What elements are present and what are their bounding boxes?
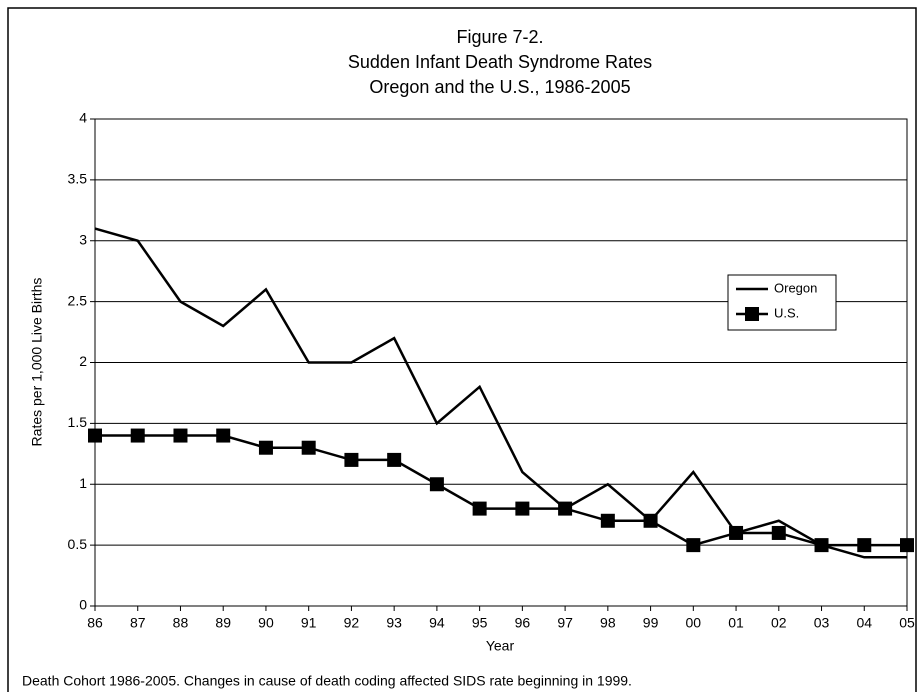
marker xyxy=(900,538,914,553)
marker xyxy=(558,501,573,516)
marker xyxy=(216,428,231,443)
marker xyxy=(643,513,658,528)
x-tick-label: 94 xyxy=(429,615,445,631)
x-tick-label: 97 xyxy=(557,615,573,631)
footnote: Death Cohort 1986-2005. Changes in cause… xyxy=(22,673,632,689)
x-tick-label: 90 xyxy=(258,615,274,631)
x-axis-label: Year xyxy=(486,638,515,654)
marker xyxy=(729,525,744,540)
legend-label: Oregon xyxy=(774,280,817,295)
marker xyxy=(857,538,872,553)
x-tick-label: 99 xyxy=(643,615,659,631)
x-tick-label: 89 xyxy=(215,615,231,631)
y-axis-label: Rates per 1,000 Live Births xyxy=(29,278,45,447)
series-line xyxy=(94,227,907,559)
x-tick-label: 98 xyxy=(600,615,616,631)
marker xyxy=(258,440,273,455)
marker xyxy=(173,428,188,443)
chart-title: Sudden Infant Death Syndrome Rates xyxy=(348,52,652,72)
y-tick-label: 3.5 xyxy=(68,171,88,187)
x-tick-label: 95 xyxy=(472,615,488,631)
x-tick-label: 05 xyxy=(899,615,915,631)
chart-title: Oregon and the U.S., 1986-2005 xyxy=(369,77,630,97)
series-line xyxy=(95,434,907,547)
marker xyxy=(814,538,829,553)
x-tick-label: 87 xyxy=(130,615,146,631)
marker xyxy=(301,440,316,455)
plot-area xyxy=(94,118,908,607)
legend-marker xyxy=(745,307,759,321)
marker xyxy=(686,538,701,553)
frame xyxy=(7,7,917,692)
y-tick-label: 3 xyxy=(79,231,87,247)
marker xyxy=(472,501,487,516)
marker xyxy=(429,477,444,492)
chart-title: Figure 7-2. xyxy=(456,27,543,47)
marker xyxy=(387,452,402,467)
marker xyxy=(130,428,145,443)
x-tick-label: 03 xyxy=(814,615,830,631)
marker xyxy=(88,428,102,443)
x-tick-label: 00 xyxy=(686,615,702,631)
y-tick-label: 4 xyxy=(79,110,87,126)
x-tick-label: 96 xyxy=(515,615,531,631)
x-tick-label: 93 xyxy=(386,615,402,631)
marker xyxy=(344,452,359,467)
marker xyxy=(600,513,615,528)
x-tick-label: 04 xyxy=(856,615,872,631)
y-tick-label: 0 xyxy=(79,597,87,613)
y-tick-label: 1 xyxy=(79,475,87,491)
y-tick-label: 2.5 xyxy=(68,292,88,308)
y-tick-label: 1.5 xyxy=(68,414,88,430)
x-tick-label: 88 xyxy=(173,615,189,631)
legend-label: U.S. xyxy=(774,305,799,320)
x-tick-label: 91 xyxy=(301,615,317,631)
marker xyxy=(771,525,786,540)
x-tick-label: 86 xyxy=(87,615,103,631)
y-tick-label: 0.5 xyxy=(68,536,88,552)
x-tick-label: 01 xyxy=(728,615,744,631)
marker xyxy=(515,501,530,516)
x-tick-label: 02 xyxy=(771,615,787,631)
y-tick-label: 2 xyxy=(79,353,87,369)
x-tick-label: 92 xyxy=(344,615,360,631)
